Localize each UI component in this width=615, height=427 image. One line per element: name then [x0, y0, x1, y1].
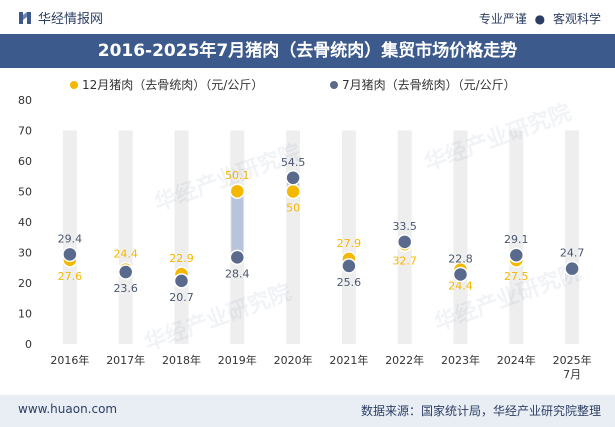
series2-data-label: 29.1 [504, 233, 529, 246]
series2-data-label: 28.4 [225, 267, 250, 280]
legend-item-series2: 7月猪肉（去骨统肉）（元/公斤） [330, 76, 516, 93]
background-bar [118, 130, 133, 344]
y-tick-label: 10 [18, 308, 32, 321]
tagline-left: 专业严谨 [478, 12, 527, 26]
series2-point [62, 246, 78, 263]
legend-label-series1: 12月猪肉（去骨统肉）（元/公斤） [82, 78, 264, 92]
y-tick-label: 40 [18, 216, 32, 229]
brand-name: 华经情报网 [38, 12, 104, 27]
series1-point [229, 183, 246, 199]
legend-marker-series2 [330, 80, 338, 89]
series2-point [564, 260, 580, 277]
series2-point [396, 234, 413, 250]
x-tick-label: 2024年 [497, 353, 536, 367]
footer: www.huaon.com 数据来源：国家统计局，华经产业研究院整理 [0, 395, 615, 427]
series1-data-label: 32.7 [392, 254, 417, 267]
brand[interactable]: 华经情报网 [18, 8, 103, 27]
series2-point [117, 264, 134, 280]
x-tick-label: 2023年 [441, 353, 480, 367]
series1-data-label: 22.9 [169, 252, 194, 265]
tagline-right: 客观科学 [552, 12, 601, 26]
series1-data-label: 24.4 [113, 248, 138, 261]
series2-point [452, 266, 469, 283]
tagline-separator: ● [534, 12, 546, 26]
y-tick-label: 0 [25, 338, 32, 351]
legend: 12月猪肉（去骨统肉）（元/公斤） 7月猪肉（去骨统肉）（元/公斤） [0, 74, 615, 94]
y-tick-label: 50 [18, 186, 32, 199]
series2-data-label: 22.8 [448, 252, 473, 265]
series2-point [341, 258, 357, 274]
y-tick-label: 60 [18, 155, 32, 168]
x-tick-label: 2017年 [106, 353, 145, 367]
background-bar [341, 130, 356, 344]
series1-data-label: 24.4 [448, 280, 473, 293]
x-tick-label: 7月 [563, 368, 581, 381]
background-bar [62, 130, 77, 344]
y-tick-label: 80 [18, 94, 32, 107]
chart-title: 2016-2025年7月猪肉（去骨统肉）集贸市场价格走势 [0, 34, 615, 68]
tagline: 专业严谨 ● 客观科学 [479, 10, 601, 27]
series2-data-label: 20.7 [169, 291, 194, 304]
series1-data-label: 27.9 [337, 237, 362, 250]
footer-url[interactable]: www.huaon.com [18, 402, 118, 416]
x-tick-label: 2016年 [50, 353, 89, 367]
background-bar [453, 130, 468, 344]
series1-point [285, 183, 301, 200]
x-tick-label: 2019年 [218, 353, 257, 367]
series2-point [173, 273, 190, 289]
series2-data-label: 23.6 [113, 282, 138, 295]
series2-data-label: 25.6 [337, 276, 362, 289]
legend-item-series1: 12月猪肉（去骨统肉）（元/公斤） [70, 76, 263, 93]
x-tick-label: 2021年 [329, 353, 368, 367]
y-tick-label: 70 [18, 125, 32, 138]
x-tick-label: 2018年 [162, 353, 201, 367]
series1-data-label: 27.5 [504, 270, 529, 283]
range-connector [231, 191, 244, 258]
legend-marker-series1 [70, 80, 78, 89]
x-tick-label: 2022年 [385, 353, 424, 367]
series2-data-label: 29.4 [58, 232, 83, 245]
series2-data-label: 54.5 [281, 156, 306, 169]
background-bar [174, 130, 189, 344]
legend-label-series2: 7月猪肉（去骨统肉）（元/公斤） [342, 78, 516, 92]
series2-point [229, 249, 246, 266]
series2-data-label: 33.5 [392, 220, 417, 233]
top-bar: 华经情报网 专业严谨 ● 客观科学 [0, 0, 615, 34]
logo-icon [19, 11, 31, 24]
series2-point [508, 247, 525, 263]
series2-point [285, 170, 301, 186]
y-tick-label: 30 [18, 247, 32, 260]
background-bar [565, 130, 580, 344]
footer-source: 数据来源：国家统计局，华经产业研究院整理 [360, 404, 601, 418]
x-tick-label: 2020年 [274, 353, 313, 367]
series2-data-label: 24.7 [560, 247, 585, 260]
series1-data-label: 50 [286, 202, 300, 215]
chart-canvas: 0 10 20 30 40 50 60 70 80 27.6 24.4 22.9 50.1 50 27.9 3… [18, 94, 592, 381]
series1-data-label: 27.6 [58, 270, 83, 283]
x-tick-label: 2025年 [553, 353, 592, 367]
y-tick-label: 20 [18, 277, 32, 290]
background-bar [509, 130, 524, 344]
series1-data-label: 50.1 [225, 169, 250, 182]
